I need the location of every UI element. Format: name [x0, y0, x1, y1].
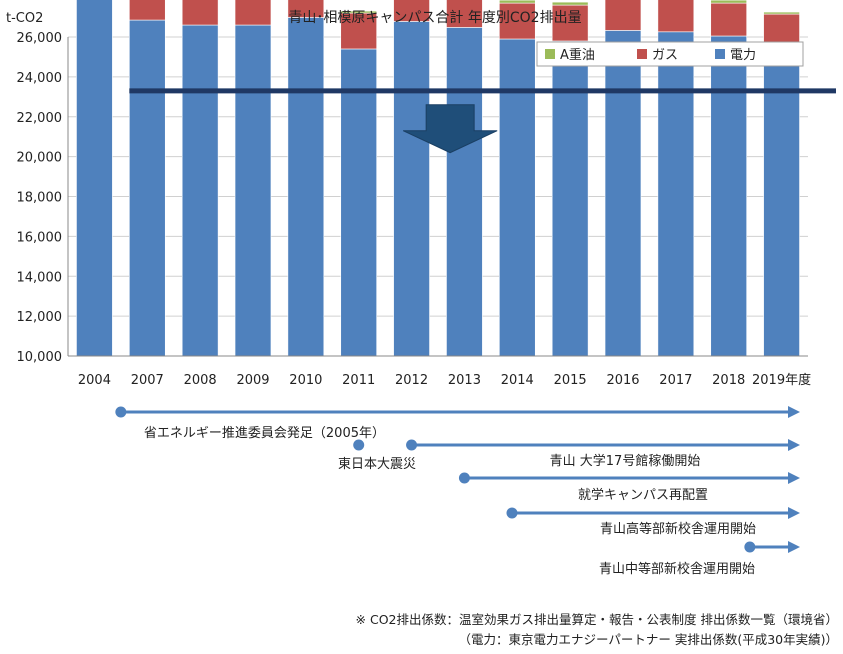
- timeline-start-dot: [506, 507, 518, 519]
- x-tick-label: 2012: [395, 373, 428, 388]
- y-axis-label: t-CO2: [6, 11, 43, 26]
- x-tick-labels: 2004 2007 2008 2009 2010 2011 2012 2013 2014 2015…: [78, 372, 811, 388]
- timeline-label: 東日本大震災: [338, 456, 416, 472]
- bar-segment: [234, 24, 272, 357]
- legend-label: ガス: [652, 48, 678, 63]
- bar-segment: [446, 27, 483, 357]
- grid-lines: [68, 36, 808, 357]
- bar-segment: [340, 48, 377, 357]
- y-tick-labels: 10,000 12,000 14,000 16,000 18,000 20,000 22,0…: [17, 31, 63, 365]
- bar-segment: [287, 0, 325, 18]
- bar-segment: [551, 1, 589, 6]
- bar-segment: [763, 44, 800, 357]
- timeline-start-dot: [458, 472, 470, 484]
- bar-segment: [234, 0, 272, 26]
- x-tick-label: 2017: [659, 373, 692, 388]
- y-tick-label: 14,000: [17, 270, 63, 285]
- bar-series: [76, 0, 800, 357]
- timeline-label: 青山 大学17号館稼働開始: [550, 453, 701, 469]
- x-tick-label: 2011: [342, 373, 375, 388]
- down-arrow: [402, 104, 498, 154]
- bar-segment: [340, 12, 377, 50]
- x-tick-label: 2016: [606, 373, 639, 388]
- bar-segment: [129, 19, 166, 357]
- timeline-start-dot: [353, 439, 365, 451]
- timeline: 省エネルギー推進委員会発足（2005年） 東日本大震災 青山 大学17号館稼働開始就…: [115, 406, 800, 577]
- legend-swatch: [715, 49, 725, 59]
- footnote-line1: ※ CO2排出係数：温室効果ガス排出量算定・報告・公表制度 排出係数一覧（環境省…: [356, 612, 838, 627]
- bar-segment: [604, 0, 642, 31]
- bar-segment: [393, 0, 430, 22]
- bar-segment: [604, 30, 642, 357]
- timeline-arrow-head: [788, 439, 800, 451]
- bar-segment: [287, 17, 325, 357]
- legend-swatch: [637, 49, 647, 59]
- timeline-start-dot: [406, 439, 418, 451]
- axes: [67, 37, 808, 357]
- reference-line: [129, 88, 836, 154]
- legend-label: A重油: [560, 47, 595, 63]
- bar-segment: [657, 31, 695, 357]
- bar-segment: [763, 13, 800, 46]
- bar-segment: [340, 10, 377, 14]
- bar-segment: [551, 4, 589, 42]
- bar-segment: [76, 0, 113, 357]
- timeline-arrow-head: [788, 472, 800, 484]
- legend-box: [536, 41, 804, 67]
- y-tick-label: 24,000: [17, 71, 63, 86]
- footnote-line2: （電力：東京電力エナジーパートナー 実排出係数(平成30年実績)）: [458, 632, 838, 647]
- bar-segment: [446, 0, 483, 28]
- bar-segment: [129, 0, 166, 21]
- bar-segment: [499, 38, 536, 357]
- legend: A重油 ガス 電力: [536, 41, 804, 67]
- y-tick-label: 12,000: [17, 310, 63, 325]
- bar-segment: [499, 0, 536, 4]
- bar-segment: [551, 40, 589, 357]
- x-tick-label: 2014: [501, 373, 534, 388]
- bar-segment: [763, 11, 800, 15]
- bar-segment: [181, 0, 219, 26]
- timeline-arrow-head: [788, 507, 800, 519]
- x-tick-label: 2007: [131, 373, 164, 388]
- bar-segment: [710, 35, 747, 357]
- legend-swatch: [545, 49, 555, 59]
- timeline-arrow-head: [788, 406, 800, 418]
- timeline-start-dot: [115, 406, 127, 418]
- y-tick-label: 10,000: [17, 350, 63, 365]
- timeline-start-dot: [744, 541, 756, 553]
- x-tick-label: 2008: [184, 373, 217, 388]
- x-tick-label: 2015: [554, 373, 587, 388]
- timeline-label: 青山中等部新校舎運用開始: [599, 561, 755, 577]
- x-tick-label: 2018: [712, 373, 745, 388]
- bar-segment: [657, 0, 695, 33]
- timeline-label: 青山高等部新校舎運用開始: [600, 521, 756, 537]
- timeline-label: 就学キャンパス再配置: [578, 487, 708, 503]
- legend-label: 電力: [730, 48, 756, 63]
- bar-segment: [393, 21, 430, 357]
- bar-segment: [181, 24, 219, 357]
- x-tick-label: 2004: [78, 373, 111, 388]
- y-tick-label: 26,000: [17, 31, 63, 46]
- y-tick-label: 16,000: [17, 230, 63, 245]
- bar-segment: [710, 0, 747, 4]
- x-tick-label: 2019年度: [752, 372, 811, 388]
- x-tick-label: 2009: [236, 373, 269, 388]
- chart-title: 青山･相模原キャンパス合計 年度別CO2排出量: [288, 10, 581, 26]
- y-tick-label: 20,000: [17, 151, 63, 166]
- bar-segment: [710, 2, 747, 37]
- y-tick-label: 22,000: [17, 111, 63, 126]
- timeline-label: 省エネルギー推進委員会発足（2005年）: [144, 426, 385, 441]
- x-tick-label: 2013: [448, 373, 481, 388]
- timeline-arrow-head: [788, 541, 800, 553]
- y-tick-label: 18,000: [17, 191, 63, 206]
- x-tick-label: 2010: [289, 373, 322, 388]
